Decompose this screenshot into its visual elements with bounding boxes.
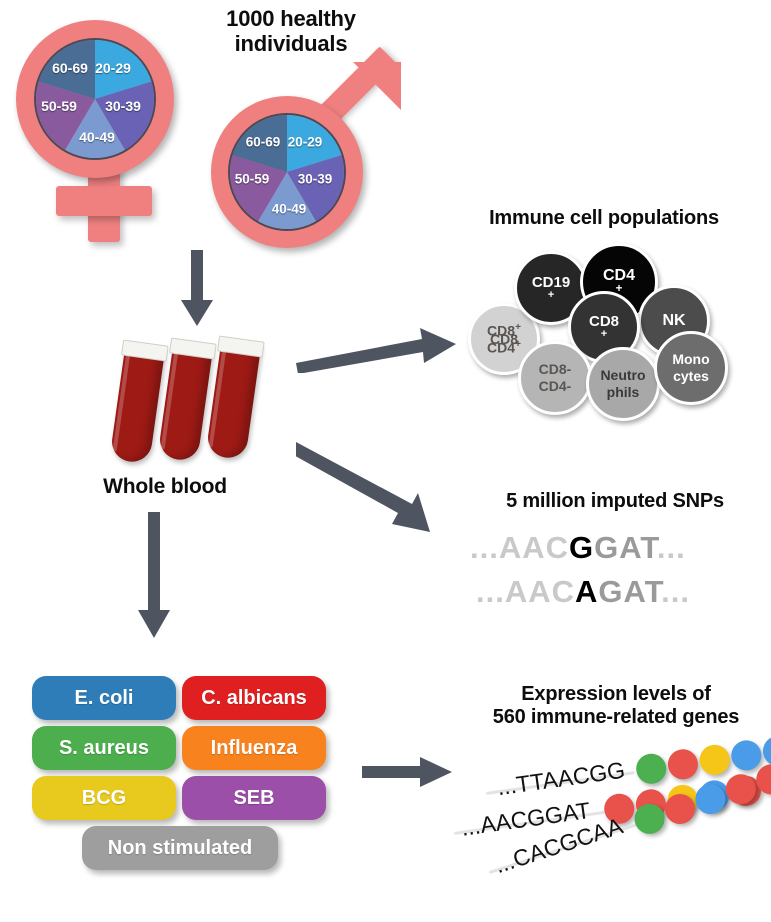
snp1-lead: AAC (498, 530, 570, 565)
immune-cells-group: CD8 CD8+ CD4+ CD19 + CD4 + NK (462, 243, 762, 423)
pie-label-m-50-59: 50-59 (234, 171, 270, 187)
whole-blood-label: Whole blood (103, 475, 227, 498)
cell-monocytes: Mono cytes (654, 331, 728, 405)
stimulus-influenza[interactable]: Influenza (182, 726, 326, 770)
pie-label-20-29: 20-29 (95, 60, 131, 76)
stimulus-label: SEB (233, 786, 275, 809)
expression-title: Expression levels of 560 immune-related … (466, 683, 766, 729)
stimulus-non-stimulated[interactable]: Non stimulated (82, 826, 278, 870)
snps-title: 5 million imputed SNPs (506, 490, 724, 512)
stimulus-label: E. coli (74, 686, 134, 709)
strand-sequence: ...TTAACGG (495, 756, 627, 801)
expression-bead (761, 734, 771, 768)
expression-title-line1: Expression levels of (521, 683, 711, 705)
stimulus-s-aureus[interactable]: S. aureus (32, 726, 176, 770)
stimulus-label: BCG (81, 786, 127, 809)
stimulus-seb[interactable]: SEB (182, 776, 326, 820)
expression-bead (697, 742, 732, 777)
pie-label-m-40-49: 40-49 (271, 201, 307, 217)
cohort-title-line1: 1000 healthy (226, 6, 356, 31)
stimuli-group: E. coli C. albicans S. aureus Influenza … (32, 676, 332, 896)
stimulus-label: S. aureus (58, 736, 150, 759)
cd8-sup: + (600, 328, 608, 341)
pie-label-50-59: 50-59 (41, 98, 77, 114)
snp2-variant: A (575, 574, 599, 609)
pie-label-m-30-39: 30-39 (297, 171, 333, 187)
snp1-tail: GAT (594, 530, 657, 565)
snp-row-2: ...AACAGAT... (476, 574, 690, 610)
pie-label-m-60-69: 60-69 (245, 134, 281, 150)
cell-cd8-neg-cd4-neg: CD8- CD4- (518, 341, 592, 415)
cohort-title: 1000 healthy individuals (176, 6, 406, 57)
nk-label: NK (662, 312, 686, 329)
male-age-pie: 20-29 30-39 40-49 50-59 60-69 (228, 113, 346, 231)
cd4-sup: + (615, 283, 623, 296)
snp1-prefix: ... (470, 530, 499, 565)
arrow-blood-to-immune (296, 325, 458, 373)
pie-label-60-69: 60-69 (52, 60, 88, 76)
snps-sequences: ...AACGGAT... ...AACAGAT... (470, 530, 760, 625)
arrow-blood-to-stimuli (132, 512, 176, 640)
venus-crossbar (56, 186, 152, 216)
snp-row-1: ...AACGGAT... (470, 530, 686, 566)
expression-title-line2: 560 immune-related genes (492, 706, 740, 728)
cell-label-line1: CD8 (489, 331, 518, 347)
pie-label-30-39: 30-39 (105, 98, 141, 114)
expression-strands-group: ...TTAACGG ...AACGGAT ...CACGCAA (450, 734, 771, 920)
stimulus-c-albicans[interactable]: C. albicans (182, 676, 326, 720)
immune-title: Immune cell populations (489, 207, 719, 229)
neutro-label: Neutro (600, 367, 646, 384)
pie-label-m-20-29: 20-29 (287, 134, 323, 150)
snp1-variant: G (569, 530, 595, 565)
cd19-sup: + (547, 289, 555, 302)
snp2-suffix: ... (661, 574, 690, 609)
arrow-blood-to-snps (296, 440, 454, 540)
phils-label: phils (606, 384, 640, 400)
snp2-prefix: ... (476, 574, 505, 609)
arrow-cohort-to-blood (175, 250, 219, 328)
snp2-tail: GAT (598, 574, 662, 609)
expression-bead (634, 751, 669, 786)
cd4-label: CD4 (602, 267, 635, 285)
expression-bead (665, 747, 700, 782)
male-symbol-group: 20-29 30-39 40-49 50-59 60-69 (205, 46, 410, 248)
snp1-suffix: ... (656, 530, 686, 565)
mono-label: Mono (672, 351, 710, 368)
stimulus-bcg[interactable]: BCG (32, 776, 176, 820)
cell-neutrophils: Neutro phils (586, 347, 660, 421)
cell-cd19: CD19 + (514, 251, 588, 325)
stimulus-label: Non stimulated (107, 836, 253, 859)
cd4neg-label: CD4- (538, 378, 572, 394)
cohort-title-line2: individuals (234, 31, 348, 57)
cd19-label: CD19 (531, 274, 571, 292)
stimulus-e-coli[interactable]: E. coli (32, 676, 176, 720)
female-age-pie: 20-29 30-39 40-49 50-59 60-69 (34, 38, 156, 160)
expression-bead (729, 738, 764, 773)
snp2-lead: AAC (504, 574, 576, 609)
cd8neg-label: CD8- (538, 361, 572, 378)
pie-label-40-49: 40-49 (79, 129, 115, 145)
cd8-label: CD8 (588, 313, 619, 331)
stimulus-label: C. albicans (201, 686, 307, 709)
cytes-label: cytes (673, 368, 709, 384)
arrow-stimuli-to-expression (362, 757, 454, 787)
female-symbol-group: 20-29 30-39 40-49 50-59 60-69 (10, 14, 200, 244)
stimulus-label: Influenza (210, 736, 298, 759)
